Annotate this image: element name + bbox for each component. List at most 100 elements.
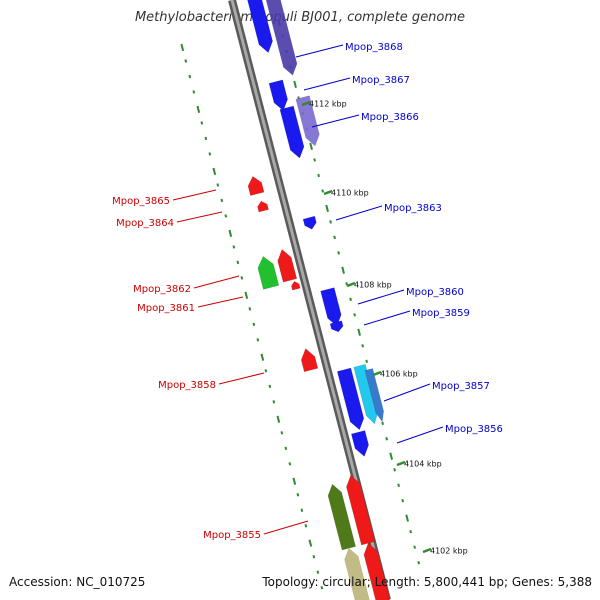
- tick-mark: [192, 90, 196, 94]
- kbp-label: 4112 kbp: [309, 100, 347, 109]
- tick-mark: [337, 251, 340, 255]
- tick-mark: [284, 446, 288, 450]
- leader-line-mpop-3855: [263, 520, 309, 535]
- tick-mark: [208, 152, 212, 156]
- tick-mark: [341, 266, 345, 274]
- tick-mark: [353, 313, 356, 317]
- kbp-tick: [323, 189, 333, 196]
- kbp-labels: 4112 kbp 4110 kbp 4108 kbp 4106 kbp 4104 kbp…: [301, 100, 468, 556]
- gene-label-mpop-3859: Mpop_3859: [412, 308, 470, 319]
- tick-mark: [280, 431, 284, 435]
- kbp-tick: [301, 100, 311, 107]
- tick-mark: [220, 198, 224, 203]
- leader-line-mpop-3858: [218, 372, 265, 385]
- tick-mark: [309, 142, 313, 151]
- tick-mark: [184, 59, 188, 63]
- kbp-tick: [346, 281, 356, 288]
- tick-mark: [276, 415, 281, 423]
- gene-arrow-mpop-3857c: [364, 368, 384, 423]
- tick-mark: [321, 189, 324, 193]
- gene-label-mpop-3868: Mpop_3868: [345, 42, 403, 53]
- map-title: Methylobacterium populi BJ001, complete …: [134, 10, 466, 25]
- gene-label-mpop-3861: Mpop_3861: [137, 303, 195, 314]
- tick-mark: [252, 322, 256, 327]
- tick-mark: [381, 421, 385, 425]
- tick-mark: [397, 483, 401, 487]
- kbp-label: 4106 kbp: [380, 370, 418, 379]
- tick-mark: [292, 477, 297, 485]
- tick-mark: [224, 214, 228, 218]
- leader-line-mpop-3859: [363, 310, 411, 326]
- tick-mark: [204, 136, 208, 141]
- leader-line-mpop-3861: [197, 296, 244, 308]
- tick-mark: [385, 437, 389, 441]
- tick-mark: [313, 158, 316, 162]
- tick-mark: [288, 462, 292, 466]
- tick-mark: [349, 297, 352, 302]
- gene-arrow-mpop-3857b: [353, 363, 379, 425]
- kbp-label: 4108 kbp: [354, 281, 392, 290]
- gene-arrow-mpop-3864: [257, 200, 269, 213]
- gene-labels: Mpop_3868 Mpop_3867 Mpop_3866 Mpop_3865 Mpop…: [112, 42, 503, 541]
- kbp-label: 4102 kbp: [430, 547, 468, 556]
- gene-arrow-mpop-3862: [257, 255, 280, 290]
- gene-features: [247, 0, 391, 600]
- accession-label: Accession: NC_010725: [9, 575, 146, 589]
- gene-arrow-mpop-3867: [268, 79, 288, 112]
- kbp-label: 4110 kbp: [331, 189, 369, 198]
- leader-line-mpop-3864: [176, 211, 223, 223]
- gene-arrow-mpop-3855b: [327, 483, 356, 551]
- tick-mark: [180, 43, 185, 52]
- tick-mark: [361, 344, 364, 348]
- tick-mark: [200, 121, 204, 125]
- kbp-tick: [396, 460, 406, 467]
- kbp-label: 4104 kbp: [404, 460, 442, 469]
- tick-mark: [188, 74, 192, 79]
- tick-mark: [393, 468, 397, 472]
- tick-mark: [308, 539, 313, 547]
- leader-line-mpop-3867: [303, 77, 351, 91]
- tick-mark: [333, 235, 336, 240]
- gene-arrow-mpop-3865: [247, 175, 265, 196]
- tick-mark: [232, 245, 236, 249]
- tick-mark: [300, 508, 304, 512]
- tick-mark: [417, 560, 421, 565]
- gene-label-mpop-3860: Mpop_3860: [406, 287, 464, 298]
- gene-arrow-mpop-3856: [350, 430, 369, 457]
- gene-arrow-mpop-3868: [247, 0, 273, 54]
- leader-line-mpop-3868: [295, 44, 344, 58]
- tick-mark: [401, 499, 405, 503]
- gene-label-mpop-3863: Mpop_3863: [384, 203, 442, 214]
- gene-label-mpop-3864: Mpop_3864: [116, 218, 174, 229]
- tick-mark: [293, 80, 297, 89]
- tick-mark: [296, 493, 300, 497]
- tick-mark: [256, 338, 260, 342]
- tick-mark: [228, 229, 233, 237]
- tick-mark: [248, 307, 252, 311]
- gene-arrow-mpop-3855d: [363, 542, 391, 600]
- leader-line-mpop-3860: [357, 289, 405, 305]
- tick-mark: [304, 524, 308, 528]
- tick-mark: [244, 291, 249, 299]
- kbp-tick: [372, 370, 382, 377]
- leader-line-mpop-3856: [396, 426, 444, 444]
- tick-mark: [260, 353, 265, 361]
- tick-mark: [317, 173, 320, 178]
- tick-mark: [325, 204, 329, 212]
- leader-line-mpop-3857: [383, 383, 431, 402]
- gene-arrow-mpop-3866: [279, 105, 305, 159]
- gene-label-mpop-3862: Mpop_3862: [133, 284, 191, 295]
- gene-arrow-mpop-3868b: [265, 0, 298, 76]
- gene-arrow-mpop-3861: [291, 280, 301, 291]
- leader-line-mpop-3862: [193, 275, 240, 289]
- tick-mark: [409, 530, 413, 534]
- gene-arrow-mpop-3860: [320, 287, 342, 327]
- tick-mark: [212, 167, 217, 176]
- gene-label-mpop-3857: Mpop_3857: [432, 381, 490, 392]
- gene-arrow-mpop-3857: [336, 367, 365, 431]
- kbp-tick: [422, 547, 432, 554]
- gene-arrow-mpop-3858: [300, 348, 319, 373]
- gene-label-mpop-3856: Mpop_3856: [445, 424, 503, 435]
- tick-mark: [268, 384, 272, 389]
- gene-label-mpop-3866: Mpop_3866: [361, 112, 419, 123]
